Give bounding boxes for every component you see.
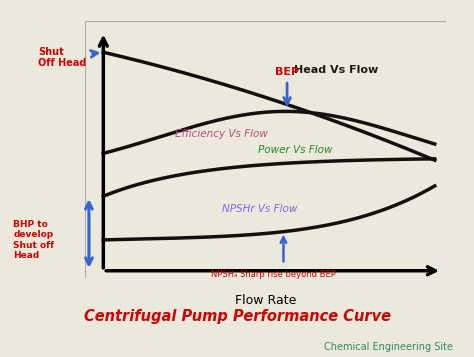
Text: BEP: BEP xyxy=(275,67,299,104)
Text: Shut
Off Head: Shut Off Head xyxy=(38,47,98,68)
Text: Chemical Engineering Site: Chemical Engineering Site xyxy=(324,342,453,352)
Text: Head Vs Flow: Head Vs Flow xyxy=(294,65,379,75)
Text: BHP to
develop
Shut off
Head: BHP to develop Shut off Head xyxy=(13,220,55,260)
Text: Efficiency Vs Flow: Efficiency Vs Flow xyxy=(175,129,268,139)
Text: Centrifugal Pump Performance Curve: Centrifugal Pump Performance Curve xyxy=(83,309,391,324)
Text: Flow Rate: Flow Rate xyxy=(235,294,296,307)
Text: NPSHr Vs Flow: NPSHr Vs Flow xyxy=(222,203,298,213)
Text: NPSHₐ Sharp rise beyond BEP: NPSHₐ Sharp rise beyond BEP xyxy=(211,270,336,279)
Text: Power Vs Flow: Power Vs Flow xyxy=(258,145,333,155)
